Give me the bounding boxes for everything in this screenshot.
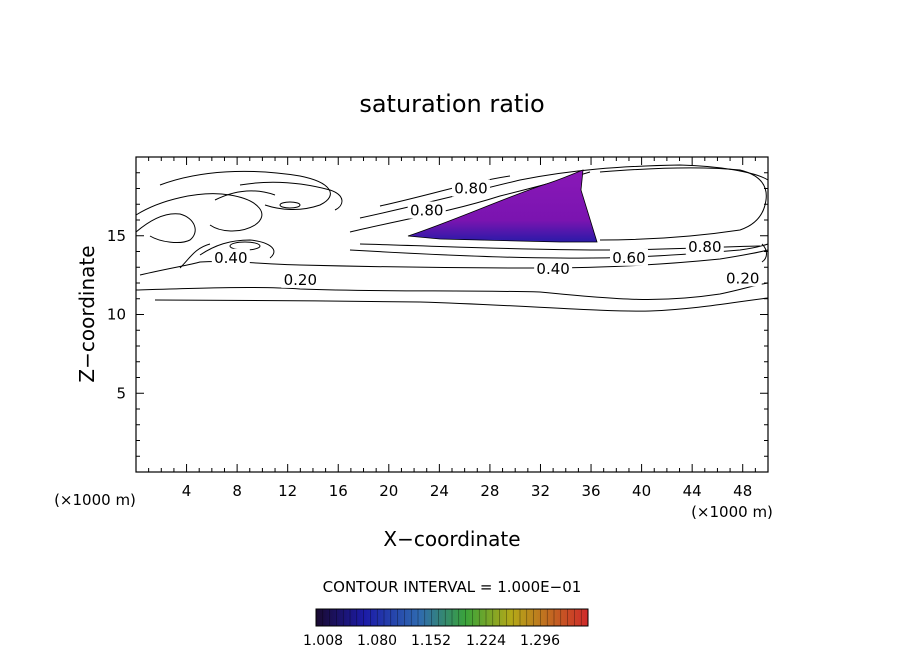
contour-line-left-1 <box>135 213 196 244</box>
y-axis-label: Z−coordinate <box>75 245 99 382</box>
x-tick-label: 24 <box>430 482 449 500</box>
contour-labels: 0.20 0.40 0.40 0.60 0.80 0.20 0.80 0.80 <box>211 179 762 289</box>
x-tick-label: 44 <box>683 482 702 500</box>
contour-line-right-edge <box>761 243 767 263</box>
colorbar-label: 1.152 <box>411 633 451 649</box>
colorbar-labels: 1.008 1.080 1.152 1.224 1.296 <box>303 633 560 649</box>
contour-label: 0.80 <box>454 180 487 198</box>
contour-line-020-main <box>135 282 769 301</box>
x-tick-label: 4 <box>182 482 192 500</box>
colorbar-label: 1.224 <box>466 633 506 649</box>
x-tick-label: 20 <box>379 482 398 500</box>
contour-label-bg <box>723 269 762 287</box>
y-tick-label: 15 <box>107 227 126 245</box>
x-tick-label: 36 <box>581 482 600 500</box>
y-tick-label: 5 <box>116 384 126 402</box>
x-tick-label: 12 <box>278 482 297 500</box>
x-tick-label: 28 <box>480 482 499 500</box>
x-tick-label: 8 <box>232 482 242 500</box>
contour-line-base <box>154 297 769 312</box>
contour-line-eye-upper <box>279 201 301 209</box>
colorbar-label: 1.080 <box>357 633 397 649</box>
contour-label-bg <box>211 248 250 266</box>
contour-label: 0.40 <box>536 260 569 278</box>
contour-label-bg <box>451 179 490 197</box>
x-ticks: 4 8 12 16 20 24 28 32 36 40 44 48 <box>148 157 756 500</box>
x-tick-label: 32 <box>531 482 550 500</box>
contour-label: 0.80 <box>688 238 721 256</box>
contour-line-left-5 <box>179 243 211 269</box>
contour-label: 0.40 <box>214 249 247 267</box>
x-axis-label: X−coordinate <box>383 527 520 551</box>
x-tick-label: 40 <box>632 482 651 500</box>
colorbar-label: 1.296 <box>520 633 560 649</box>
contour-label-bg <box>534 259 573 277</box>
contour-label: 0.20 <box>284 271 317 289</box>
contour-line-left-2 <box>135 193 263 232</box>
y-tick-label: 10 <box>107 306 126 324</box>
x-unit-right: (×1000 m) <box>691 503 773 521</box>
x-unit-left: (×1000 m) <box>54 491 136 509</box>
contour-interval: CONTOUR INTERVAL = 1.000E−01 <box>323 578 582 596</box>
y-ticks: 5 10 15 <box>107 172 768 457</box>
contour-label: 0.60 <box>612 249 645 267</box>
contour-line-left-7 <box>239 181 343 211</box>
contour-line-left-3 <box>159 170 331 210</box>
contour-line-left-6 <box>214 190 276 201</box>
x-tick-label: 48 <box>733 482 752 500</box>
contour-label-bg <box>609 248 648 266</box>
contour-label: 0.80 <box>410 202 443 220</box>
shaded-region <box>407 169 598 243</box>
colorbar-ticks <box>322 609 582 626</box>
contour-label: 0.20 <box>726 269 759 287</box>
contour-line-upper-3 <box>379 175 511 207</box>
contour-label-bg <box>685 237 724 255</box>
contour-line-right-lobe <box>599 167 767 241</box>
contour-label-bg <box>281 270 320 288</box>
contour-label-bg <box>407 201 446 219</box>
contour-line-left-4 <box>199 239 275 259</box>
plot-frame <box>135 156 769 473</box>
chart-title: saturation ratio <box>359 90 544 118</box>
contour-line-040 <box>139 249 769 276</box>
contour-line-060 <box>349 243 769 259</box>
colorbar-label: 1.008 <box>303 633 343 649</box>
x-tick-label: 16 <box>329 482 348 500</box>
contour-lines <box>135 164 769 312</box>
